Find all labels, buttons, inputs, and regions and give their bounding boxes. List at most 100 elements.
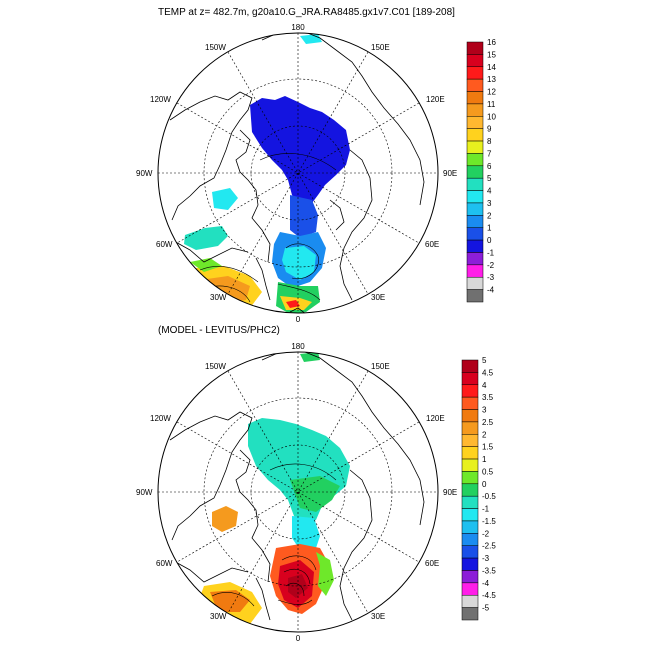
colorbar-tick-label: 3.5 (482, 393, 494, 402)
colorbar-tick-label: 10 (487, 112, 496, 121)
colorbar-swatch (466, 239, 484, 253)
bottom-map: 180 150E 120E 90E 60E 30E 0 30W 60W 90W … (136, 342, 457, 643)
colorbar-tick-label: 5 (487, 174, 492, 183)
colorbar-swatch (461, 545, 479, 559)
bottom-lon-150W: 150W (205, 362, 226, 371)
colorbar-swatch (461, 421, 479, 435)
colorbar-tick-label: 2.5 (482, 418, 494, 427)
colorbar-tick-label: 7 (487, 149, 492, 158)
colorbar-tick-label: 1.5 (482, 443, 494, 452)
colorbar-swatch (466, 66, 484, 80)
top-field-arctic-basin (250, 96, 350, 205)
colorbar-swatch (466, 289, 484, 303)
top-field-nordic-inner (282, 246, 316, 280)
colorbar-tick-label: 12 (487, 88, 496, 97)
colorbar-tick-label: -4 (487, 286, 495, 295)
colorbar-swatch (466, 165, 484, 179)
colorbar-tick-label: -2.5 (482, 542, 496, 551)
colorbar-swatch (466, 41, 484, 55)
bottom-lon-30W: 30W (210, 612, 227, 621)
colorbar-swatch (461, 570, 479, 584)
top-field-bering (300, 34, 322, 44)
top-lon-60E: 60E (425, 240, 439, 249)
top-lon-150E: 150E (371, 43, 390, 52)
top-field-fram-strait (290, 195, 318, 238)
colorbar-tick-label: -3 (482, 554, 490, 563)
bottom-lon-150E: 150E (371, 362, 390, 371)
colorbar-tick-label: 11 (487, 100, 496, 109)
colorbar-tick-label: -1.5 (482, 517, 496, 526)
colorbar-swatch (461, 594, 479, 608)
colorbar-tick-label: 1 (487, 224, 492, 233)
top-lon-60W: 60W (156, 240, 173, 249)
colorbar-swatch (461, 434, 479, 447)
colorbar-swatch (466, 227, 484, 241)
bottom-lon-120E: 120E (426, 414, 445, 423)
colorbar-tick-label: 3 (487, 199, 492, 208)
colorbar-swatch (461, 446, 479, 460)
colorbar-tick-label: -2 (482, 529, 490, 538)
bottom-lon-0: 0 (296, 634, 301, 643)
top-field-labrador (184, 226, 228, 250)
colorbar-swatch (461, 471, 479, 485)
top-map: 180 150E 120E 90E 60E 30E 0 30W 60W 90W … (136, 23, 457, 324)
colorbar-tick-label: -0.5 (482, 492, 496, 501)
colorbar-swatch (461, 582, 479, 596)
colorbar-tick-label: 15 (487, 50, 496, 59)
colorbar-tick-label: -1 (482, 505, 490, 514)
colorbar-tick-label: 2 (482, 430, 487, 439)
colorbar-tick-label: 0.5 (482, 467, 494, 476)
colorbar-tick-label: 2 (487, 211, 492, 220)
colorbar-tick-label: -4 (482, 579, 490, 588)
colorbar-tick-label: 14 (487, 63, 496, 72)
top-field-baffin (212, 188, 238, 210)
colorbar-swatch (461, 384, 479, 398)
colorbar-swatch (466, 190, 484, 204)
top-title: TEMP at z= 482.7m, g20a10.G_JRA.RA8485.g… (158, 7, 455, 18)
colorbar-tick-label: 16 (487, 38, 496, 47)
colorbar-tick-label: 5 (482, 356, 487, 365)
colorbar-tick-label: 8 (487, 137, 492, 146)
colorbar-swatch (461, 607, 479, 621)
colorbar-tick-label: 6 (487, 162, 492, 171)
bottom-graticule (158, 352, 438, 632)
top-lon-30W: 30W (210, 293, 227, 302)
colorbar-swatch (461, 409, 479, 423)
bottom-field-nordic-green (316, 552, 334, 596)
colorbar-swatch (461, 483, 479, 497)
colorbar-swatch (461, 533, 479, 546)
colorbar-swatch (461, 458, 479, 472)
colorbar-swatch (466, 264, 484, 278)
colorbar-tick-label: -3 (487, 273, 495, 282)
colorbar-swatch (461, 495, 479, 509)
colorbar-tick-label: 4.5 (482, 368, 494, 377)
top-lon-120W: 120W (150, 95, 171, 104)
top-graticule (158, 33, 438, 313)
top-lon-90W: 90W (136, 169, 153, 178)
colorbar-tick-label: -5 (482, 604, 490, 613)
bottom-lon-60E: 60E (425, 559, 439, 568)
bottom-title: (MODEL - LEVITUS/PHC2) (158, 325, 280, 336)
bottom-field-arctic-basin (248, 418, 350, 526)
bottom-lon-60W: 60W (156, 559, 173, 568)
bottom-field-bering (300, 352, 320, 362)
colorbar-swatch (461, 520, 479, 534)
colorbar-swatch (466, 153, 484, 167)
colorbar-tick-label: -4.5 (482, 591, 496, 600)
colorbar-swatch (466, 177, 484, 191)
colorbar-tick-label: -2 (487, 261, 495, 270)
colorbar-tick-label: 4 (482, 381, 487, 390)
bottom-field-eurasian-basin (290, 476, 340, 512)
bottom-contours (211, 463, 337, 607)
colorbar-swatch (466, 54, 484, 68)
colorbar-swatch (461, 396, 479, 410)
top-lon-180: 180 (291, 23, 305, 32)
colorbar-swatch (461, 359, 479, 373)
colorbar-swatch (466, 116, 484, 129)
top-field-north-atlantic-green (190, 258, 222, 272)
colorbar-swatch (466, 276, 484, 290)
colorbar-tick-label: 3 (482, 406, 487, 415)
colorbar-tick-label: 0 (487, 236, 492, 245)
